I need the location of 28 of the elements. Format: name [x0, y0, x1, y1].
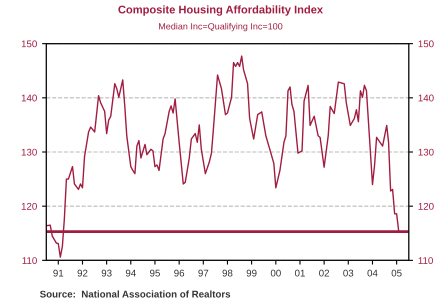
x-tick-label: 05 [392, 270, 402, 277]
y2-tick-label: 140 [418, 94, 434, 102]
source-note: Source: National Association of Realtors [40, 290, 230, 298]
x-tick-label: 00 [270, 270, 281, 277]
x-tick-label: 96 [174, 270, 184, 277]
x-tick-label: 99 [246, 270, 257, 277]
x-tick-label: 93 [102, 270, 112, 277]
x-tick-label: 91 [53, 270, 64, 277]
x-tick-label: 98 [222, 270, 232, 277]
x-tick-label: 92 [78, 270, 88, 277]
x-tick-label: 97 [198, 270, 208, 277]
chart-subtitle: Median Inc=Qualifying Inc=100 [159, 22, 282, 32]
y2-tick-label: 110 [418, 257, 433, 264]
x-tick-label: 02 [319, 270, 330, 277]
y2-tick-label: 120 [418, 202, 434, 210]
x-tick-label: 04 [367, 270, 378, 277]
y-tick-label: 140 [22, 94, 37, 102]
y2-tick-label: 130 [418, 148, 434, 156]
x-tick-label: 94 [126, 270, 136, 277]
y-tick-label: 150 [22, 40, 37, 48]
x-tick-label: 01 [294, 270, 305, 277]
chart-title: Composite Housing Affordability Index [118, 5, 323, 16]
y2-tick-label: 150 [418, 40, 434, 48]
y-tick-label: 110 [22, 257, 37, 264]
y-tick-label: 130 [22, 148, 37, 156]
x-tick-label: 03 [343, 270, 354, 277]
x-tick-label: 95 [150, 270, 160, 277]
y-tick-label: 120 [22, 202, 37, 210]
